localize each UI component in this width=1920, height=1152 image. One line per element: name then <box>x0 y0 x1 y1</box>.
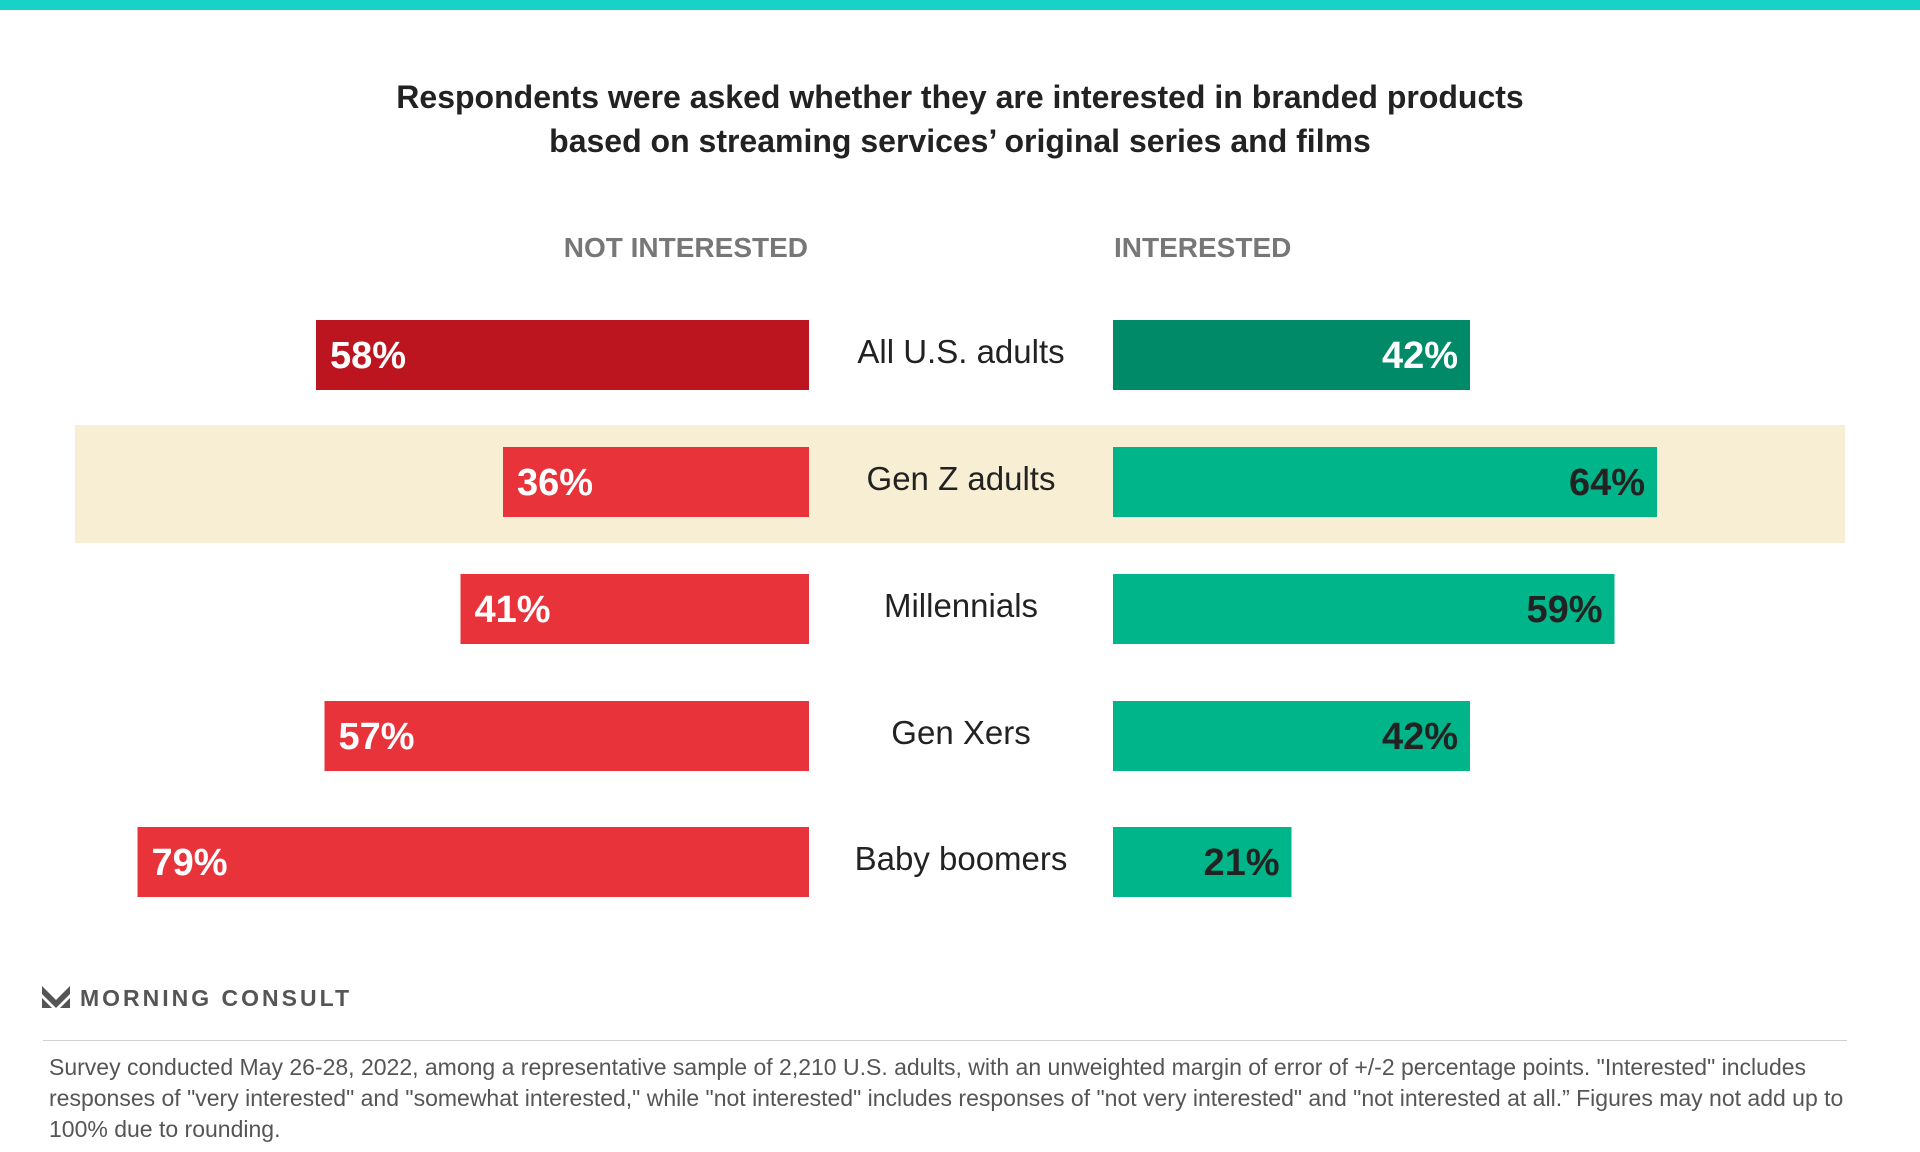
value-label-interested: 59% <box>1526 589 1602 631</box>
category-label: All U.S. adults <box>857 333 1064 370</box>
value-label-not-interested: 58% <box>330 335 406 377</box>
bar-not-interested <box>137 827 809 897</box>
bar-not-interested <box>460 574 809 644</box>
bar-interested <box>1113 447 1657 517</box>
value-label-not-interested: 36% <box>517 462 593 504</box>
category-label: Gen Xers <box>891 714 1030 751</box>
value-label-not-interested: 41% <box>475 589 551 631</box>
title-line-2: based on streaming services’ original se… <box>549 123 1371 159</box>
brand-name: MORNING CONSULT <box>80 985 353 1011</box>
category-label: Gen Z adults <box>867 460 1056 497</box>
value-label-interested: 64% <box>1569 462 1645 504</box>
bar-not-interested <box>316 320 809 390</box>
category-label: Millennials <box>884 587 1038 624</box>
category-label: Baby boomers <box>855 840 1068 877</box>
morning-consult-logo-icon <box>42 985 70 1008</box>
header-not-interested: NOT INTERESTED <box>563 232 808 263</box>
bar-not-interested <box>503 447 809 517</box>
bar-interested <box>1113 320 1470 390</box>
brand-logo: MORNING CONSULT <box>42 985 352 1012</box>
bar-interested <box>1113 827 1292 897</box>
bar-interested <box>1113 701 1470 771</box>
title-line-1: Respondents were asked whether they are … <box>396 79 1524 115</box>
top-accent-bar <box>0 0 1920 10</box>
chart-title: Respondents were asked whether they are … <box>0 75 1920 163</box>
value-label-not-interested: 79% <box>152 842 228 884</box>
footnote: Survey conducted May 26-28, 2022, among … <box>49 1054 1844 1142</box>
value-label-not-interested: 57% <box>339 716 415 758</box>
footer-divider <box>43 1040 1847 1041</box>
value-label-interested: 42% <box>1382 716 1458 758</box>
value-label-interested: 42% <box>1382 335 1458 377</box>
bar-not-interested <box>324 701 809 771</box>
value-label-interested: 21% <box>1203 842 1279 884</box>
bar-interested <box>1113 574 1615 644</box>
header-interested: INTERESTED <box>1114 232 1292 263</box>
